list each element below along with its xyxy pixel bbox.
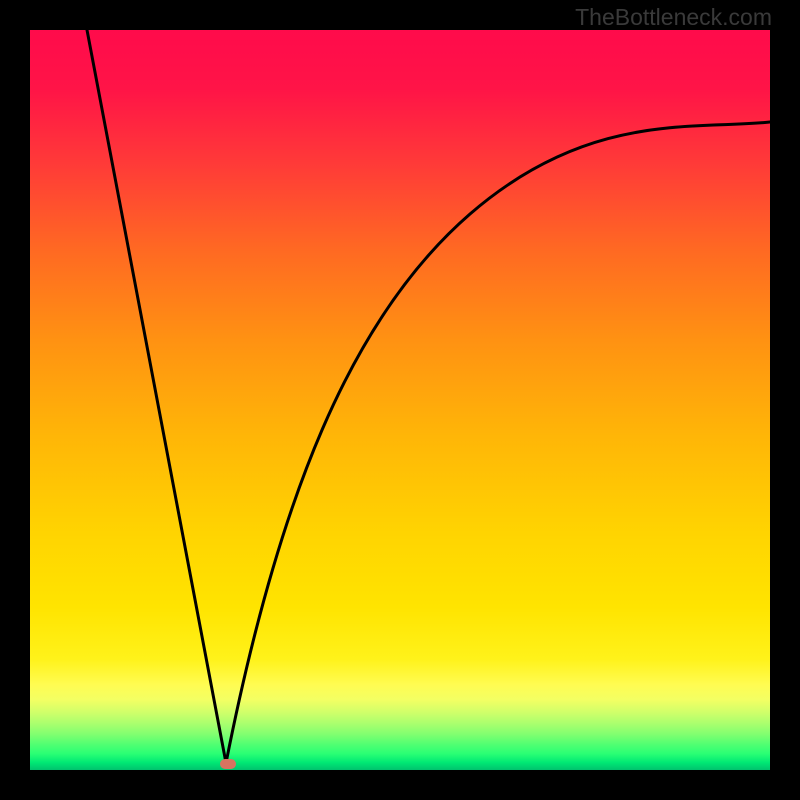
attribution-text: TheBottleneck.com	[575, 4, 772, 31]
curve-layer	[30, 30, 770, 770]
apex-marker	[220, 759, 236, 769]
curve-left-branch	[87, 30, 226, 763]
chart-stage: TheBottleneck.com	[0, 0, 800, 800]
curve-right-branch	[226, 122, 770, 763]
plot-area	[30, 30, 770, 770]
